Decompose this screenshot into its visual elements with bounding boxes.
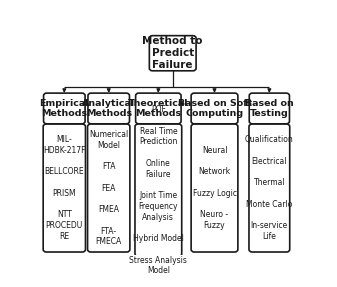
Text: POF

Real Time
Prediction

Online
Failure

Joint Time
Frequency
Analysis

Hybrid: POF Real Time Prediction Online Failure … — [129, 105, 187, 275]
FancyBboxPatch shape — [43, 93, 85, 124]
Text: MIL-
HDBK-217F

BELLCORE

PRISM

NTT
PROCEDU
RE: MIL- HDBK-217F BELLCORE PRISM NTT PROCED… — [43, 135, 86, 241]
FancyBboxPatch shape — [249, 93, 289, 124]
FancyBboxPatch shape — [88, 93, 129, 124]
Text: Numerical
Model

FTA

FEA

FMEA

FTA-
FMECA: Numerical Model FTA FEA FMEA FTA- FMECA — [89, 130, 128, 246]
Text: Empirical
Methods: Empirical Methods — [39, 99, 89, 118]
Text: Qualification

Electrical

Thermal

Monte Carlo

In-service
Life: Qualification Electrical Thermal Monte C… — [245, 135, 294, 241]
Text: Theoretical
Methods: Theoretical Methods — [128, 99, 189, 118]
Text: Based on Soft
Computing: Based on Soft Computing — [178, 99, 251, 118]
FancyBboxPatch shape — [249, 124, 290, 252]
FancyBboxPatch shape — [135, 93, 181, 124]
Text: Neural

Network

Fuzzy Logic

Neuro -
Fuzzy: Neural Network Fuzzy Logic Neuro - Fuzzy — [192, 146, 237, 230]
FancyBboxPatch shape — [88, 124, 130, 252]
FancyBboxPatch shape — [191, 93, 238, 124]
Text: Method to
Predict
Failure: Method to Predict Failure — [143, 36, 203, 70]
FancyBboxPatch shape — [135, 124, 182, 256]
FancyBboxPatch shape — [43, 124, 86, 252]
FancyBboxPatch shape — [149, 36, 196, 71]
FancyBboxPatch shape — [191, 124, 238, 252]
Text: Based on
Testing: Based on Testing — [245, 99, 294, 118]
Text: Analytical
Methods: Analytical Methods — [82, 99, 135, 118]
